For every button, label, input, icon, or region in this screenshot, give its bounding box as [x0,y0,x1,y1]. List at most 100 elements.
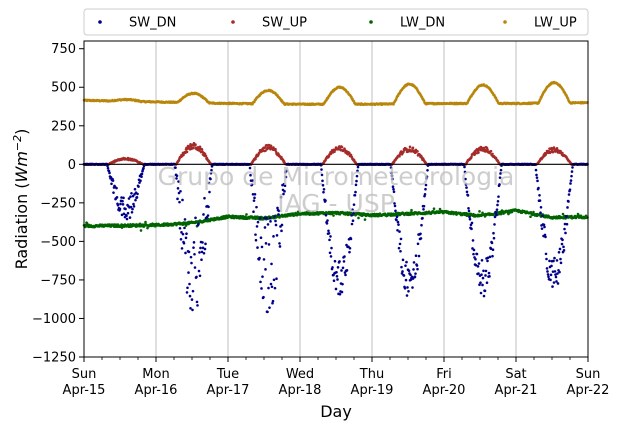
lw-dn-point [139,229,143,232]
sw-dn-point [189,255,193,259]
sw-dn-point [398,230,401,233]
sw-dn-point [180,247,184,250]
sw-dn-point [493,223,496,226]
x-tick-label-day: Fri [436,367,452,382]
sw-dn-point [467,209,471,213]
sw-dn-point [404,278,408,282]
sw-dn-point [115,186,118,190]
sw-dn-point [482,269,485,273]
sw-dn-point [188,294,192,298]
sw-dn-point [333,259,337,263]
sw-dn-point [546,273,550,276]
sw-dn-point [537,186,540,190]
sw-dn-point [468,215,471,219]
sw-dn-point [474,257,477,261]
sw-dn-point [203,196,206,200]
sw-dn-point [570,170,574,173]
sw-dn-point [197,269,201,273]
sw-dn-point [571,166,574,169]
sw-dn-point [412,268,415,271]
sw-dn-point [207,205,210,209]
sw-dn-point [204,242,207,246]
sw-dn-point [329,235,332,238]
sw-dn-point [275,277,278,281]
lw-dn-point [245,213,248,216]
sw-dn-point [476,265,480,268]
sw-dn-point [396,220,400,224]
sw-dn-point [404,264,407,267]
sw-dn-point [553,256,556,260]
sw-dn-point [115,196,119,199]
sw-dn-point [126,211,130,215]
y-tick-label: −1250 [32,351,76,366]
legend-label-lw-dn: LW_DN [400,16,445,31]
sw-dn-point [273,286,277,290]
sw-dn-point [552,259,555,263]
sw-dn-point [198,251,201,254]
legend-label-lw-up: LW_UP [534,16,577,31]
sw-dn-point [488,275,491,278]
sw-dn-point [420,223,423,227]
sw-dn-point [266,223,270,226]
sw-dn-point [187,250,191,254]
x-tick-label-date: Apr-18 [279,383,322,398]
sw-dn-point [559,257,562,261]
sw-dn-point [129,195,132,198]
sw-dn-point [125,217,129,221]
sw-dn-point [338,260,341,263]
legend-marker-sw-dn [98,20,102,24]
x-tick-label-date: Apr-15 [63,383,106,398]
sw-dn-point [563,227,566,231]
legend-marker-sw-up [231,20,235,24]
sw-dn-point [345,269,349,272]
sw-dn-point [349,237,353,241]
sw-dn-point [556,282,560,285]
sw-dn-point [106,164,109,168]
sw-dn-point [178,200,181,204]
sw-dn-point [132,205,136,208]
sw-dn-point [483,289,487,293]
lw-dn-point [311,210,315,214]
sw-dn-point [206,214,210,217]
sw-dn-point [419,232,422,236]
sw-dn-point [481,276,485,280]
sw-dn-point [267,286,270,290]
sw-dn-point [122,196,125,200]
sw-dn-point [336,266,340,269]
sw-dn-point [422,207,425,211]
sw-dn-point [193,252,196,256]
sw-up-point [486,148,489,151]
sw-dn-point [466,194,470,197]
sw-dn-point [350,222,354,226]
sw-dn-point [421,216,424,220]
sw-dn-point [557,251,561,254]
sw-dn-point [124,207,127,211]
sw-dn-point [477,262,481,265]
sw-dn-point [193,266,197,269]
sw-dn-point [415,264,419,267]
sw-dn-point [259,280,262,284]
sw-dn-point [332,279,336,283]
sw-dn-point [401,270,404,273]
sw-dn-point [326,219,329,222]
sw-dn-point [405,260,408,264]
y-tick-label: −250 [40,196,76,211]
sw-dn-point [486,259,489,263]
sw-up-point [411,146,415,150]
sw-dn-point [413,275,417,278]
sw-dn-point [495,208,499,211]
sw-dn-point [398,242,402,246]
sw-dn-point [341,282,344,286]
x-tick-label-day: Wed [286,367,314,382]
y-tick-label: −1000 [32,312,76,327]
y-tick-label: −500 [40,235,76,250]
sw-dn-point [184,251,187,255]
sw-dn-point [200,258,203,261]
sw-up-point [186,147,189,151]
sw-dn-point [496,200,500,203]
sw-dn-point [543,225,546,229]
sw-dn-point [274,223,278,227]
sw-dn-point [344,273,347,277]
sw-dn-point [567,200,570,203]
